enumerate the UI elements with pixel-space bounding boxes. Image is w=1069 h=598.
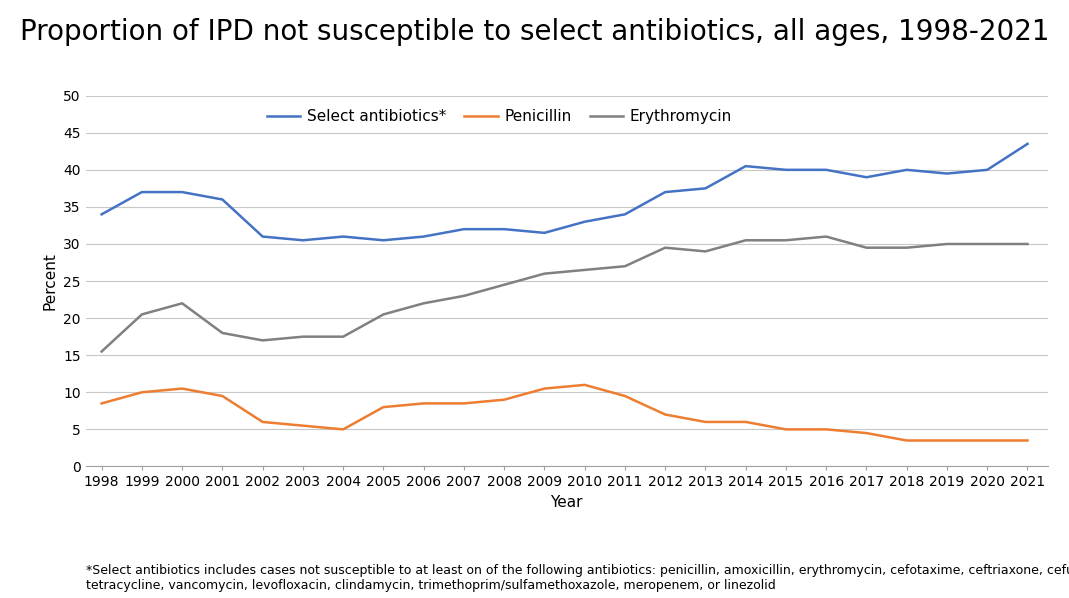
Erythromycin [820, 233, 833, 240]
Penicillin [337, 426, 350, 433]
Select antibiotics* [216, 196, 229, 203]
Select antibiotics* [779, 166, 792, 173]
Penicillin [699, 419, 712, 426]
Erythromycin [337, 333, 350, 340]
Select antibiotics* [619, 210, 632, 218]
Erythromycin [659, 244, 671, 251]
Select antibiotics* [981, 166, 994, 173]
Penicillin [659, 411, 671, 418]
X-axis label: Year: Year [551, 495, 583, 510]
Erythromycin [779, 237, 792, 244]
Erythromycin [861, 244, 873, 251]
Select antibiotics* [337, 233, 350, 240]
Select antibiotics* [861, 173, 873, 181]
Select antibiotics* [417, 233, 430, 240]
Penicillin [861, 429, 873, 437]
Text: Proportion of IPD not susceptible to select antibiotics, all ages, 1998-2021: Proportion of IPD not susceptible to sel… [19, 18, 1050, 46]
Erythromycin [95, 348, 108, 355]
Erythromycin [216, 329, 229, 337]
Penicillin [175, 385, 188, 392]
Penicillin [377, 404, 390, 411]
Select antibiotics* [458, 225, 470, 233]
Penicillin [900, 437, 913, 444]
Select antibiotics* [578, 218, 591, 225]
Erythromycin [296, 333, 309, 340]
Select antibiotics* [900, 166, 913, 173]
Erythromycin [458, 292, 470, 300]
Penicillin [538, 385, 551, 392]
Erythromycin [619, 263, 632, 270]
Legend: Select antibiotics*, Penicillin, Erythromycin: Select antibiotics*, Penicillin, Erythro… [261, 103, 738, 130]
Penicillin [820, 426, 833, 433]
Erythromycin [136, 311, 149, 318]
Select antibiotics* [820, 166, 833, 173]
Penicillin [136, 389, 149, 396]
Line: Penicillin: Penicillin [102, 385, 1027, 441]
Erythromycin [941, 240, 954, 248]
Erythromycin [900, 244, 913, 251]
Erythromycin [498, 281, 511, 288]
Erythromycin [538, 270, 551, 277]
Select antibiotics* [377, 237, 390, 244]
Erythromycin [578, 266, 591, 273]
Select antibiotics* [659, 188, 671, 196]
Line: Select antibiotics*: Select antibiotics* [102, 144, 1027, 240]
Select antibiotics* [175, 188, 188, 196]
Erythromycin [1021, 240, 1034, 248]
Penicillin [779, 426, 792, 433]
Select antibiotics* [740, 163, 753, 170]
Text: *Select antibiotics includes cases not susceptible to at least on of the followi: *Select antibiotics includes cases not s… [86, 564, 1069, 592]
Penicillin [578, 382, 591, 389]
Erythromycin [377, 311, 390, 318]
Erythromycin [417, 300, 430, 307]
Erythromycin [981, 240, 994, 248]
Erythromycin [175, 300, 188, 307]
Penicillin [619, 392, 632, 399]
Penicillin [981, 437, 994, 444]
Penicillin [458, 400, 470, 407]
Penicillin [941, 437, 954, 444]
Select antibiotics* [1021, 141, 1034, 148]
Erythromycin [257, 337, 269, 344]
Penicillin [296, 422, 309, 429]
Select antibiotics* [296, 237, 309, 244]
Penicillin [257, 419, 269, 426]
Select antibiotics* [699, 185, 712, 192]
Erythromycin [699, 248, 712, 255]
Penicillin [95, 400, 108, 407]
Penicillin [216, 392, 229, 399]
Y-axis label: Percent: Percent [43, 252, 58, 310]
Select antibiotics* [941, 170, 954, 177]
Select antibiotics* [95, 210, 108, 218]
Erythromycin [740, 237, 753, 244]
Select antibiotics* [498, 225, 511, 233]
Penicillin [417, 400, 430, 407]
Select antibiotics* [257, 233, 269, 240]
Penicillin [498, 396, 511, 403]
Select antibiotics* [538, 229, 551, 236]
Select antibiotics* [136, 188, 149, 196]
Line: Erythromycin: Erythromycin [102, 237, 1027, 352]
Penicillin [1021, 437, 1034, 444]
Penicillin [740, 419, 753, 426]
